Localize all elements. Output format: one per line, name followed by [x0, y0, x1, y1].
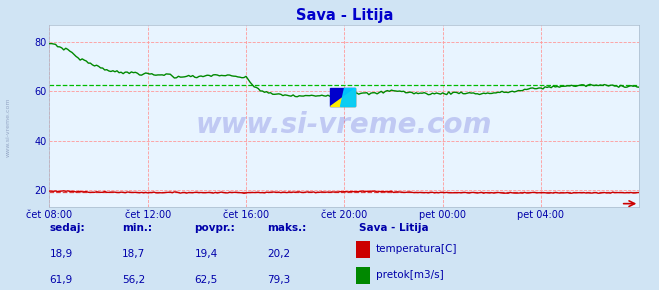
Polygon shape — [330, 88, 355, 106]
Text: www.si-vreme.com: www.si-vreme.com — [6, 98, 11, 157]
Text: temperatura[C]: temperatura[C] — [376, 244, 457, 254]
Text: Sava - Litija: Sava - Litija — [359, 222, 429, 233]
Text: pretok[m3/s]: pretok[m3/s] — [376, 270, 444, 280]
Text: 18,7: 18,7 — [122, 249, 145, 259]
Polygon shape — [340, 88, 355, 106]
Title: Sava - Litija: Sava - Litija — [296, 8, 393, 23]
Polygon shape — [330, 88, 355, 106]
Text: min.:: min.: — [122, 222, 152, 233]
Text: 56,2: 56,2 — [122, 275, 145, 285]
Text: www.si-vreme.com: www.si-vreme.com — [196, 111, 492, 139]
Text: sedaj:: sedaj: — [49, 222, 85, 233]
Text: povpr.:: povpr.: — [194, 222, 235, 233]
Text: 62,5: 62,5 — [194, 275, 217, 285]
Text: 20,2: 20,2 — [267, 249, 290, 259]
Text: 18,9: 18,9 — [49, 249, 72, 259]
Text: 79,3: 79,3 — [267, 275, 290, 285]
Text: 19,4: 19,4 — [194, 249, 217, 259]
Text: 61,9: 61,9 — [49, 275, 72, 285]
Text: maks.:: maks.: — [267, 222, 306, 233]
